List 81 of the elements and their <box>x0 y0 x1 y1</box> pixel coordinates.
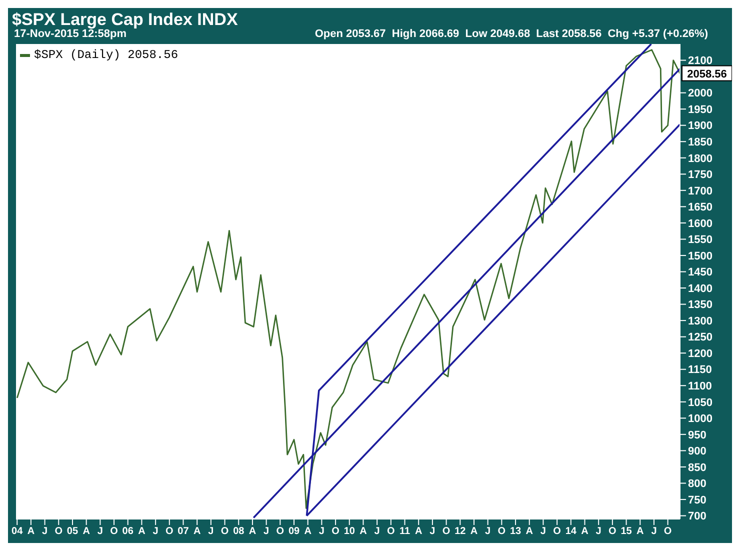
y-tick-label: 1300 <box>688 315 712 328</box>
x-tick-label: J <box>540 526 546 538</box>
y-tick-label: 700 <box>688 510 706 523</box>
y-tick-label: 1250 <box>688 332 712 344</box>
y-tick-label: 800 <box>688 478 706 490</box>
x-tick-label: A <box>304 526 312 538</box>
y-tick-label: 750 <box>688 494 706 506</box>
y-tick-label: 1550 <box>688 234 712 246</box>
y-tick-label: 1600 <box>688 218 712 230</box>
y-tick-label: 1200 <box>688 348 712 360</box>
y-tick-label: 1850 <box>688 136 712 149</box>
x-tick-label: 14 <box>565 526 577 538</box>
x-tick-label: 13 <box>510 526 522 538</box>
y-tick-label: 2000 <box>688 88 712 100</box>
y-tick-label: 1650 <box>688 202 712 214</box>
x-tick-label: 05 <box>66 526 78 538</box>
x-tick-label: J <box>651 526 657 538</box>
y-tick-label: 1100 <box>688 380 712 393</box>
x-tick-label: 11 <box>399 526 410 538</box>
x-tick-label: A <box>360 526 367 538</box>
x-tick-label: A <box>470 526 478 538</box>
y-tick-label: 1000 <box>688 413 712 426</box>
legend-label: $SPX (Daily) 2058.56 <box>34 48 178 62</box>
x-tick-label: O <box>387 526 396 538</box>
y-tick-label: 2100 <box>688 55 712 68</box>
x-tick-label: J <box>430 526 436 538</box>
x-tick-label: O <box>498 526 506 538</box>
x-tick-label: O <box>220 526 229 538</box>
y-tick-label: 1150 <box>688 364 712 376</box>
x-tick-label: A <box>636 526 644 538</box>
x-tick-label: J <box>596 526 602 538</box>
x-tick-label: A <box>248 526 256 538</box>
x-tick-label: J <box>152 526 158 538</box>
chart-title: $SPX Large Cap Index INDX <box>12 10 238 29</box>
x-tick-label: O <box>166 526 174 538</box>
y-tick-label: 850 <box>688 462 706 474</box>
x-tick-label: J <box>264 526 270 538</box>
x-tick-label: 07 <box>178 526 190 538</box>
x-tick-label: 04 <box>12 526 24 538</box>
y-tick-label: 1400 <box>688 282 712 295</box>
x-tick-label: O <box>332 526 340 538</box>
x-tick-label: A <box>193 526 201 538</box>
x-tick-label: A <box>581 526 588 538</box>
x-tick-label: 08 <box>233 526 245 538</box>
x-tick-label: 12 <box>454 526 466 538</box>
y-tick-label: 1800 <box>688 152 712 165</box>
x-tick-label: 15 <box>620 526 632 538</box>
y-tick-label: 1350 <box>688 299 712 312</box>
x-tick-label: O <box>442 526 450 538</box>
y-tick-label: 1500 <box>688 250 712 262</box>
y-tick-label: 1450 <box>688 266 712 279</box>
x-tick-label: A <box>526 526 533 538</box>
x-tick-label: J <box>42 526 48 538</box>
x-tick-label: O <box>553 526 562 538</box>
x-tick-label: J <box>208 526 214 538</box>
x-tick-label: 10 <box>344 526 356 538</box>
y-tick-label: 1700 <box>688 185 712 198</box>
x-tick-label: O <box>664 526 672 538</box>
x-tick-label: A <box>82 526 90 538</box>
x-tick-label: J <box>97 526 103 538</box>
x-tick-label: J <box>318 526 324 538</box>
x-tick-label: J <box>485 526 491 538</box>
annotation: 2058.56 <box>687 68 727 81</box>
x-tick-label: 06 <box>122 526 134 538</box>
y-tick-label: 950 <box>688 429 706 442</box>
x-tick-label: J <box>374 526 380 538</box>
y-tick-label: 1900 <box>688 120 712 132</box>
x-tick-label: A <box>27 526 35 538</box>
y-tick-label: 1750 <box>688 169 712 182</box>
x-tick-label: 09 <box>288 526 300 538</box>
chart-subtitle: 17-Nov-2015 12:58pm <box>14 28 127 40</box>
x-tick-label: O <box>276 526 284 538</box>
y-tick-label: 900 <box>688 446 706 458</box>
x-tick-label: O <box>110 526 118 538</box>
x-tick-label: A <box>414 526 422 538</box>
text: Open 2053.67 High 2066.69 Low 2049.68 Last 2058.56 Chg +5.37 (+0.26%) <box>314 28 708 40</box>
x-tick-label: O <box>608 526 617 538</box>
y-tick-label: 1950 <box>688 104 712 116</box>
x-tick-label: O <box>54 526 63 538</box>
x-tick-label: A <box>138 526 146 538</box>
y-tick-label: 1050 <box>688 396 712 409</box>
